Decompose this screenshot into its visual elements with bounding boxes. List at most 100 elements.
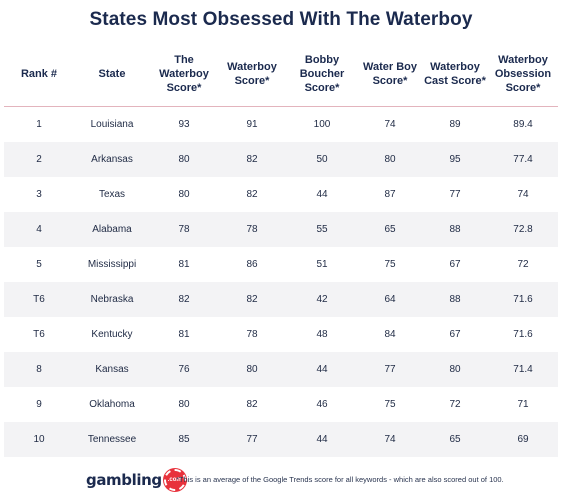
column-header: Bobby Boucher Score* (286, 42, 358, 107)
column-header: Rank # (4, 42, 74, 107)
table-row: 9 Oklahoma 80 82 46 75 72 71 (4, 387, 558, 422)
table-cell: 71 (517, 399, 529, 410)
table-cell: 82 (218, 282, 286, 317)
table-cell: 50 (286, 142, 358, 177)
table-cell: 93 (178, 119, 190, 130)
table-cell: 71.6 (488, 282, 558, 317)
table-row: 3 Texas 80 82 44 87 77 74 (4, 177, 558, 212)
table-cell: 91 (246, 119, 258, 130)
gambling-com-logo: gambling .com (86, 468, 186, 492)
chart-title: States Most Obsessed With The Waterboy (89, 9, 473, 30)
table-cell: 78 (246, 329, 258, 340)
table-cell: Arkansas (74, 142, 150, 177)
column-header: Waterboy Score* (218, 42, 286, 107)
table-cell: 65 (422, 422, 488, 457)
table-cell: 75 (384, 399, 396, 410)
table-cell: 10 (4, 422, 74, 457)
table-cell: 88 (422, 282, 488, 317)
table-cell: 78 (150, 212, 218, 247)
table-row: T6 Nebraska 82 82 42 64 88 71.6 (4, 282, 558, 317)
table-cell: 84 (384, 329, 396, 340)
table-row: 1 Louisiana 93 91 100 74 89 89.4 (4, 107, 558, 143)
table-cell: 48 (316, 329, 328, 340)
table-cell: 87 (384, 189, 396, 200)
table-cell: 44 (316, 189, 328, 200)
table-cell: 77 (449, 189, 461, 200)
table-cell: 82 (246, 399, 258, 410)
table-cell: Alabama (74, 212, 150, 247)
table-row: 5 Mississippi 81 86 51 75 67 72 (4, 247, 558, 282)
table-cell: 80 (150, 142, 218, 177)
table-cell: Louisiana (90, 119, 134, 130)
table-cell: 80 (178, 189, 190, 200)
table-cell: 74 (358, 422, 422, 457)
table-cell: 74 (384, 119, 396, 130)
table-cell: 80 (218, 352, 286, 387)
table-cell: 78 (218, 212, 286, 247)
table-cell: 82 (150, 282, 218, 317)
table-cell: 77.4 (488, 142, 558, 177)
table-cell: Texas (98, 189, 126, 200)
table-cell: 71.4 (488, 352, 558, 387)
table-cell: Mississippi (87, 259, 137, 270)
logo-wordmark: gambling (86, 471, 162, 489)
table-row: 2 Arkansas 80 82 50 80 95 77.4 (4, 142, 558, 177)
table-cell: 82 (246, 189, 258, 200)
table-cell: 74 (517, 189, 529, 200)
table-cell: 89.4 (513, 119, 533, 130)
table-cell: 42 (286, 282, 358, 317)
footer: gambling .com *This is an average of the… (0, 466, 562, 496)
table-cell: T6 (4, 282, 74, 317)
table-cell: 75 (384, 259, 396, 270)
table-row: T6 Kentucky 81 78 48 84 67 71.6 (4, 317, 558, 352)
column-header: Water Boy Score* (358, 42, 422, 107)
table-cell: Nebraska (74, 282, 150, 317)
table-cell: 1 (36, 119, 42, 130)
table-cell: T6 (33, 329, 45, 340)
table-cell: Kentucky (91, 329, 133, 340)
footnote: *This is an average of the Google Trends… (176, 475, 504, 484)
table-cell: 65 (358, 212, 422, 247)
column-header: The Waterboy Score* (150, 42, 218, 107)
table-cell: 77 (218, 422, 286, 457)
table-cell: 81 (178, 259, 190, 270)
table-cell: 77 (358, 352, 422, 387)
table-header-row: Rank # State The Waterboy Score* Waterboy S… (4, 42, 558, 107)
table-cell: 85 (150, 422, 218, 457)
column-header: Waterboy Cast Score* (422, 42, 488, 107)
table-cell: 44 (286, 422, 358, 457)
table-cell: 4 (4, 212, 74, 247)
table-cell: 76 (150, 352, 218, 387)
column-header: Waterboy Obsession Score* (488, 42, 558, 107)
table-cell: 67 (449, 259, 461, 270)
data-table: Rank # State The Waterboy Score* Waterboy S… (4, 42, 558, 457)
table-cell: 88 (422, 212, 488, 247)
table-cell: 46 (316, 399, 328, 410)
table-cell: 55 (286, 212, 358, 247)
table-cell: 80 (422, 352, 488, 387)
table-cell: 72 (449, 399, 461, 410)
table-cell: 72 (517, 259, 529, 270)
table-cell: 2 (4, 142, 74, 177)
poker-chip-icon: .com (163, 469, 186, 491)
table-cell: Oklahoma (89, 399, 135, 410)
column-header: State (74, 42, 150, 107)
table-cell: 82 (218, 142, 286, 177)
table-cell: 86 (246, 259, 258, 270)
table-cell: Tennessee (74, 422, 150, 457)
table-cell: 80 (178, 399, 190, 410)
table-cell: 44 (286, 352, 358, 387)
table-cell: 9 (36, 399, 42, 410)
table-cell: Kansas (74, 352, 150, 387)
table-cell: 81 (178, 329, 190, 340)
table-cell: 80 (358, 142, 422, 177)
table-cell: 67 (449, 329, 461, 340)
table-cell: 51 (316, 259, 328, 270)
table-cell: 3 (36, 189, 42, 200)
table-cell: 95 (422, 142, 488, 177)
table-row: 4 Alabama 78 78 55 65 88 72.8 (4, 212, 558, 247)
table-row: 10 Tennessee 85 77 44 74 65 69 (4, 422, 558, 457)
table-row: 8 Kansas 76 80 44 77 80 71.4 (4, 352, 558, 387)
table-cell: 64 (358, 282, 422, 317)
table-cell: 71.6 (513, 329, 533, 340)
